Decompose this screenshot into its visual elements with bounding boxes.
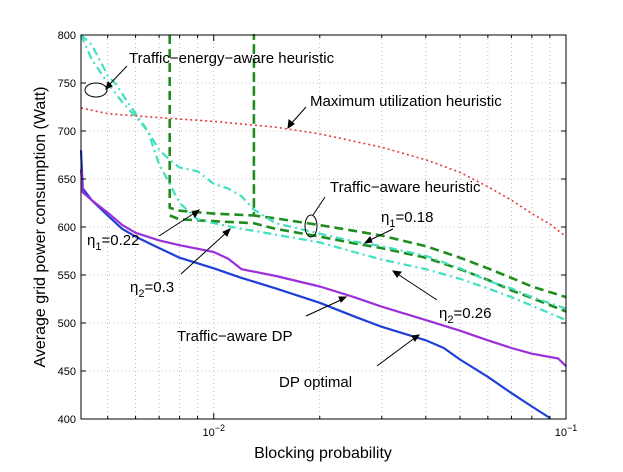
annotation-dp-optimal: DP optimal <box>279 374 352 391</box>
dpopt-pointer <box>376 336 417 367</box>
eta1-018-arrowhead <box>363 236 373 244</box>
eta1-022-symbol: η <box>87 232 95 249</box>
y-tick-label: 600 <box>58 222 76 234</box>
eta1-022-sub: 1 <box>95 241 101 253</box>
y-tick-label: 500 <box>58 318 76 330</box>
ticks: 400 450 500 550 600 650 700 750 800 10−2 10−1 <box>58 30 578 439</box>
tadp-pointer <box>305 298 344 317</box>
eta1-018-sub: 1 <box>389 218 395 230</box>
series-layer <box>79 33 567 419</box>
annotation-markers <box>84 65 438 367</box>
tea-pointer <box>107 65 128 87</box>
series-max_util <box>80 107 567 238</box>
series-dp_optimal <box>79 150 551 419</box>
annotation-eta2-03: η2=0.3 <box>130 279 174 300</box>
y-tick-label: 550 <box>58 270 76 282</box>
tea-ellipse <box>84 82 108 98</box>
annotation-eta2-026: η2=0.26 <box>439 305 491 326</box>
dpopt-arrowhead <box>411 334 421 342</box>
ta-ellipse <box>304 214 318 238</box>
y-tick-label: 750 <box>58 78 76 90</box>
y-tick-label: 800 <box>58 30 76 42</box>
y-tick-label: 700 <box>58 126 76 138</box>
eta2-026-arrowhead <box>391 270 402 278</box>
eta2-026-symbol: η <box>439 305 447 322</box>
eta1-018-value: =0.18 <box>395 209 433 226</box>
eta2-03-value: =0.3 <box>144 279 174 296</box>
eta2-03-sub: 2 <box>138 288 144 300</box>
eta2-03-pointer <box>180 231 228 275</box>
series-traffic_aware_dp <box>79 169 567 367</box>
x-tick-label: 10−1 <box>555 423 578 439</box>
y-tick-label: 450 <box>58 366 76 378</box>
grid <box>81 34 567 420</box>
x-axis-label: Blocking probability <box>254 445 392 462</box>
eta1-022-value: =0.22 <box>101 232 139 249</box>
eta1-018-symbol: η <box>381 209 389 226</box>
annotation-traffic-energy-aware: Traffic−energy−aware heuristic <box>129 50 335 67</box>
series-traffic_energy_eta_022 <box>80 34 567 310</box>
annotation-eta1-022: η1=0.22 <box>87 232 139 253</box>
y-tick-label: 650 <box>58 174 76 186</box>
eta2-03-symbol: η <box>130 279 138 296</box>
eta1-018-pointer <box>367 228 394 242</box>
annotation-traffic-aware-dp: Traffic−aware DP <box>177 328 292 345</box>
mu-pointer <box>289 106 307 126</box>
eta2-026-value: =0.26 <box>453 305 491 322</box>
annotation-eta1-018: η1=0.18 <box>381 209 433 230</box>
y-axis-label: Average grid power consumption (Watt) <box>32 86 49 367</box>
eta2-03-arrowhead <box>222 228 231 237</box>
eta1-022-arrowhead <box>191 209 201 218</box>
eta1-022-pointer <box>158 211 197 237</box>
annotation-traffic-aware: Traffic−aware heuristic <box>330 179 481 196</box>
eta2-026-pointer <box>395 272 438 301</box>
ta-pointer <box>312 196 326 216</box>
y-tick-label: 400 <box>58 414 76 426</box>
series-traffic_aware_eta_026 <box>169 214 567 313</box>
eta2-026-sub: 2 <box>447 314 453 326</box>
x-tick-label: 10−2 <box>202 423 225 439</box>
tadp-arrowhead <box>338 296 348 303</box>
annotation-max-utilization: Maximum utilization heuristic <box>310 93 502 110</box>
tea-arrowhead <box>105 81 113 90</box>
mu-arrowhead <box>287 119 295 130</box>
series-traffic_energy_eta_03 <box>79 34 567 322</box>
